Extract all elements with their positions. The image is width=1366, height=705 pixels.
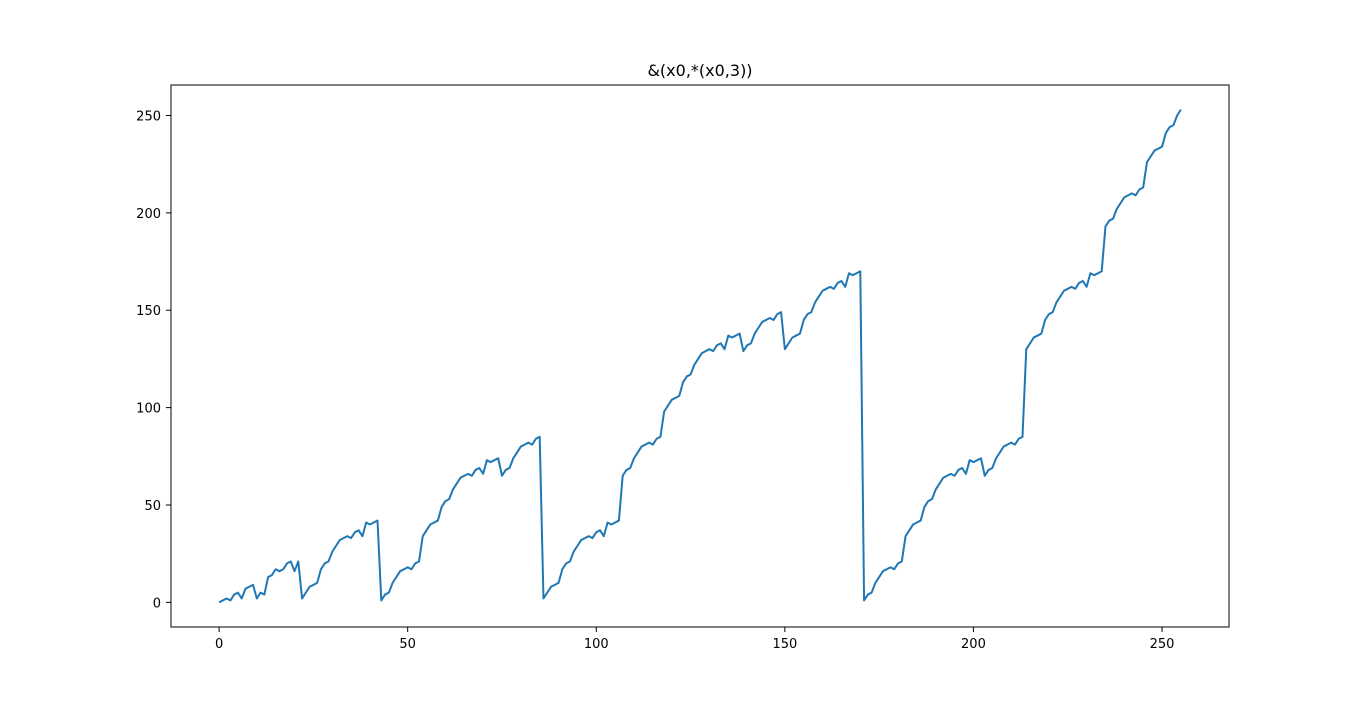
plot-area-frame	[170, 84, 1230, 628]
data-series-line	[218, 109, 1182, 604]
y-tick-label: 0	[153, 596, 161, 611]
y-tick-label: 50	[144, 499, 161, 514]
chart-title: &(x0,*(x0,3))	[647, 61, 752, 80]
x-tick-label: 50	[399, 637, 416, 652]
y-tick-label: 100	[136, 402, 161, 417]
x-tick-label: 100	[584, 637, 609, 652]
x-tick-label: 0	[215, 637, 223, 652]
y-tick-label: 250	[136, 109, 161, 124]
x-tick-label: 150	[772, 637, 797, 652]
x-tick-label: 250	[1150, 637, 1175, 652]
y-tick-label: 200	[136, 207, 161, 222]
y-axis-ticks: 0 50 100 150 200 250	[136, 109, 171, 611]
y-tick-label: 150	[136, 304, 161, 319]
x-tick-label: 200	[961, 637, 986, 652]
x-axis-ticks: 0 50 100 150 200 250	[215, 627, 1175, 652]
